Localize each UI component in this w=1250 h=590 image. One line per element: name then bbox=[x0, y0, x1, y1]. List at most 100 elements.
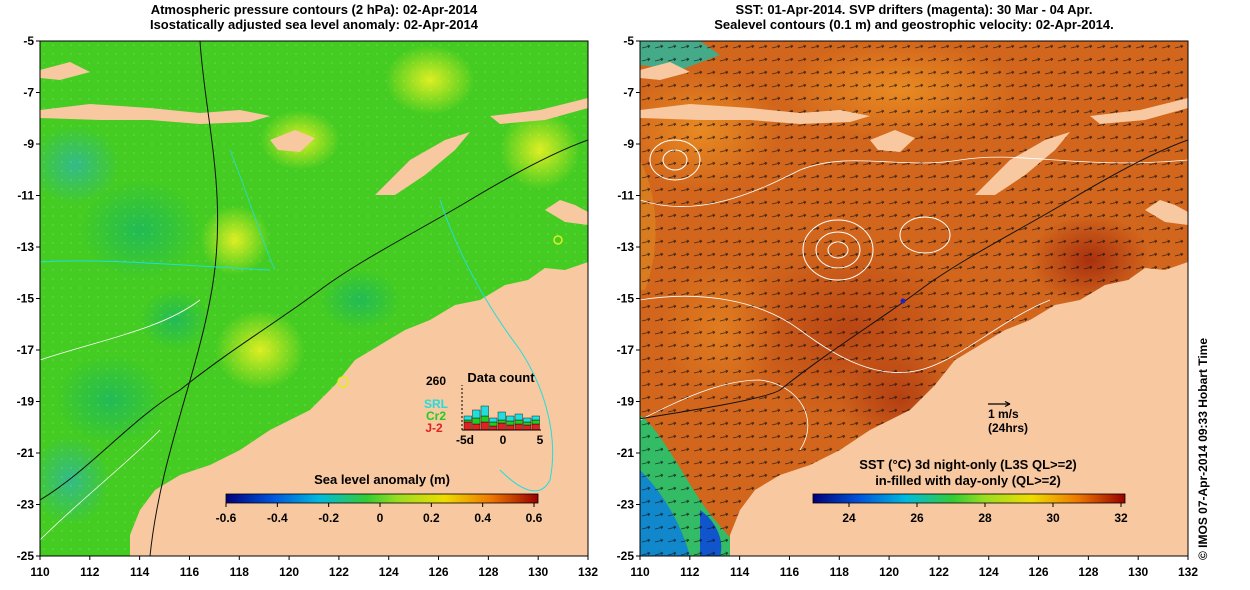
sst-colorbar-ticks: 24 26 28 30 32 bbox=[842, 503, 1128, 525]
right-ytick-label: -25 bbox=[617, 549, 635, 563]
sla-colorbar-ticks: -0.6 -0.4 -0.2 0 0.2 0.4 0.6 bbox=[216, 503, 543, 525]
inset-bar-segment bbox=[497, 419, 506, 424]
inset-xtick-zero: 0 bbox=[500, 433, 507, 447]
left-ytick-label: -19 bbox=[17, 395, 35, 409]
left-map-title: Atmospheric pressure contours (2 hPa): 0… bbox=[40, 2, 588, 32]
left-title-line2: Isostatically adjusted sea level anomaly… bbox=[149, 17, 479, 32]
sst-colorbar-tick-label: 30 bbox=[1046, 511, 1060, 525]
left-map-axes: -5 -7 -9 -11 -13 -15 -17 -19 -21 -23 -25 110 112 114 1… bbox=[17, 34, 599, 579]
inset-bar-segment bbox=[531, 419, 540, 425]
right-ytick-label: -11 bbox=[617, 189, 634, 203]
sst-colorbar-tick-label: 32 bbox=[1114, 511, 1128, 525]
scale-arrow-sublabel: (24hrs) bbox=[988, 421, 1028, 435]
inset-title: Data count bbox=[467, 370, 535, 385]
sst-colorbar-label-line2: in-filled with day-only (QL>=2) bbox=[875, 473, 1061, 488]
left-xtick-label: 116 bbox=[180, 565, 200, 579]
right-xtick-label: 124 bbox=[979, 565, 999, 579]
inset-max-label: 260 bbox=[426, 374, 446, 388]
inset-bar-segment bbox=[531, 423, 540, 431]
inset-bar-segment bbox=[472, 423, 481, 431]
inset-bar-segment bbox=[506, 424, 515, 431]
inset-bar-segment bbox=[472, 417, 481, 425]
right-xtick-label: 114 bbox=[730, 565, 750, 579]
sla-map bbox=[40, 41, 588, 556]
inset-bar-segment bbox=[463, 419, 472, 423]
left-xtick-label: 118 bbox=[230, 565, 250, 579]
inset-bar-segment bbox=[489, 417, 498, 423]
inset-bar-segment bbox=[472, 409, 481, 419]
inset-bar-segment bbox=[514, 419, 523, 425]
left-xtick-label: 130 bbox=[528, 565, 548, 579]
right-ytick-label: -23 bbox=[617, 498, 635, 512]
mission-label-j2: J-2 bbox=[425, 421, 443, 435]
inset-bar-segment bbox=[506, 420, 515, 426]
right-xtick-label: 112 bbox=[680, 565, 700, 579]
sst-map bbox=[640, 41, 1188, 556]
right-xtick-label: 110 bbox=[630, 565, 650, 579]
left-xtick-label: 126 bbox=[429, 565, 449, 579]
left-ytick-label: -7 bbox=[23, 86, 34, 100]
velocity-scale: 1 m/s (24hrs) bbox=[988, 400, 1028, 435]
inset-bar-segment bbox=[463, 415, 472, 421]
imos-credit: © IMOS 07-Apr-2014 09:33 Hobart Time bbox=[1196, 337, 1210, 560]
left-ytick-label: -13 bbox=[17, 240, 35, 254]
sst-colorbar-tick-label: 28 bbox=[978, 511, 992, 525]
left-ytick-label: -23 bbox=[17, 498, 35, 512]
inset-bar-segment bbox=[531, 415, 540, 421]
sla-colorbar-label: Sea level anomaly (m) bbox=[314, 472, 450, 487]
mission-label-cr2: Cr2 bbox=[426, 409, 446, 423]
inset-bar-segment bbox=[506, 415, 515, 422]
scale-arrow-label: 1 m/s bbox=[988, 407, 1019, 421]
left-ytick-label: -25 bbox=[17, 549, 35, 563]
inset-bar-segment bbox=[523, 424, 532, 431]
right-xtick-label: 116 bbox=[780, 565, 800, 579]
right-xtick-label: 128 bbox=[1078, 565, 1098, 579]
left-ytick-label: -11 bbox=[17, 189, 34, 203]
right-map-title: SST: 01-Apr-2014. SVP drifters (magenta)… bbox=[640, 2, 1188, 32]
right-xtick-label: 132 bbox=[1178, 565, 1198, 579]
left-xtick-label: 112 bbox=[80, 565, 100, 579]
sst-colorbar-tick-label: 26 bbox=[910, 511, 924, 525]
sst-colorbar-label-line1: SST (°C) 3d night-only (L3S QL>=2) bbox=[859, 457, 1077, 472]
inset-bar-segment bbox=[497, 422, 506, 431]
inset-bar-segment bbox=[489, 421, 498, 427]
left-ytick-label: -9 bbox=[23, 137, 34, 151]
right-xtick-label: 122 bbox=[929, 565, 949, 579]
sla-colorbar: Sea level anomaly (m) -0.6 -0.4 -0.2 0 0.2 0.… bbox=[216, 472, 543, 525]
right-map-axes: -5 -7 -9 -11 -13 -15 -17 -19 -21 -23 -25 110 112 114 1… bbox=[617, 34, 1199, 579]
right-ytick-label: -21 bbox=[617, 446, 635, 460]
inset-bar-segment bbox=[480, 415, 489, 423]
left-xtick-label: 110 bbox=[30, 565, 50, 579]
sla-colorbar-tick-label: 0.2 bbox=[423, 511, 440, 525]
right-xtick-label: 126 bbox=[1029, 565, 1049, 579]
left-xtick-label: 122 bbox=[329, 565, 349, 579]
left-ytick-label: -17 bbox=[17, 343, 35, 357]
right-title-line1: SST: 01-Apr-2014. SVP drifters (magenta)… bbox=[735, 2, 1093, 17]
left-ytick-label: -15 bbox=[17, 292, 35, 306]
sst-colorbar: SST (°C) 3d night-only (L3S QL>=2) in-fi… bbox=[812, 457, 1128, 525]
sla-colorbar-tick-label: -0.4 bbox=[267, 511, 288, 525]
sla-colorbar-tick-label: 0.6 bbox=[526, 511, 543, 525]
inset-bar-segment bbox=[480, 405, 489, 417]
right-xtick-label: 130 bbox=[1128, 565, 1148, 579]
sla-colorbar-tick-label: -0.6 bbox=[216, 511, 237, 525]
left-title-line1: Atmospheric pressure contours (2 hPa): 0… bbox=[150, 2, 478, 17]
data-count-inset: Data count 260 SRL Cr2 J-2 -5d 0 5 bbox=[424, 370, 544, 447]
left-xtick-label: 114 bbox=[130, 565, 150, 579]
inset-bars bbox=[463, 405, 540, 431]
sla-colorbar-tick-label: -0.2 bbox=[318, 511, 339, 525]
right-ytick-label: -5 bbox=[623, 34, 634, 48]
right-ytick-label: -15 bbox=[617, 292, 635, 306]
inset-xtick-end: 5 bbox=[537, 433, 544, 447]
right-ytick-label: -7 bbox=[623, 86, 634, 100]
sla-colorbar-tick-label: 0.4 bbox=[474, 511, 491, 525]
left-ytick-label: -21 bbox=[17, 446, 35, 460]
inset-bar-segment bbox=[523, 417, 532, 423]
left-xtick-label: 124 bbox=[379, 565, 399, 579]
left-xtick-label: 120 bbox=[279, 565, 299, 579]
right-ytick-label: -17 bbox=[617, 343, 635, 357]
right-ytick-label: -13 bbox=[617, 240, 635, 254]
left-ytick-label: -5 bbox=[23, 34, 34, 48]
right-xtick-label: 118 bbox=[830, 565, 850, 579]
